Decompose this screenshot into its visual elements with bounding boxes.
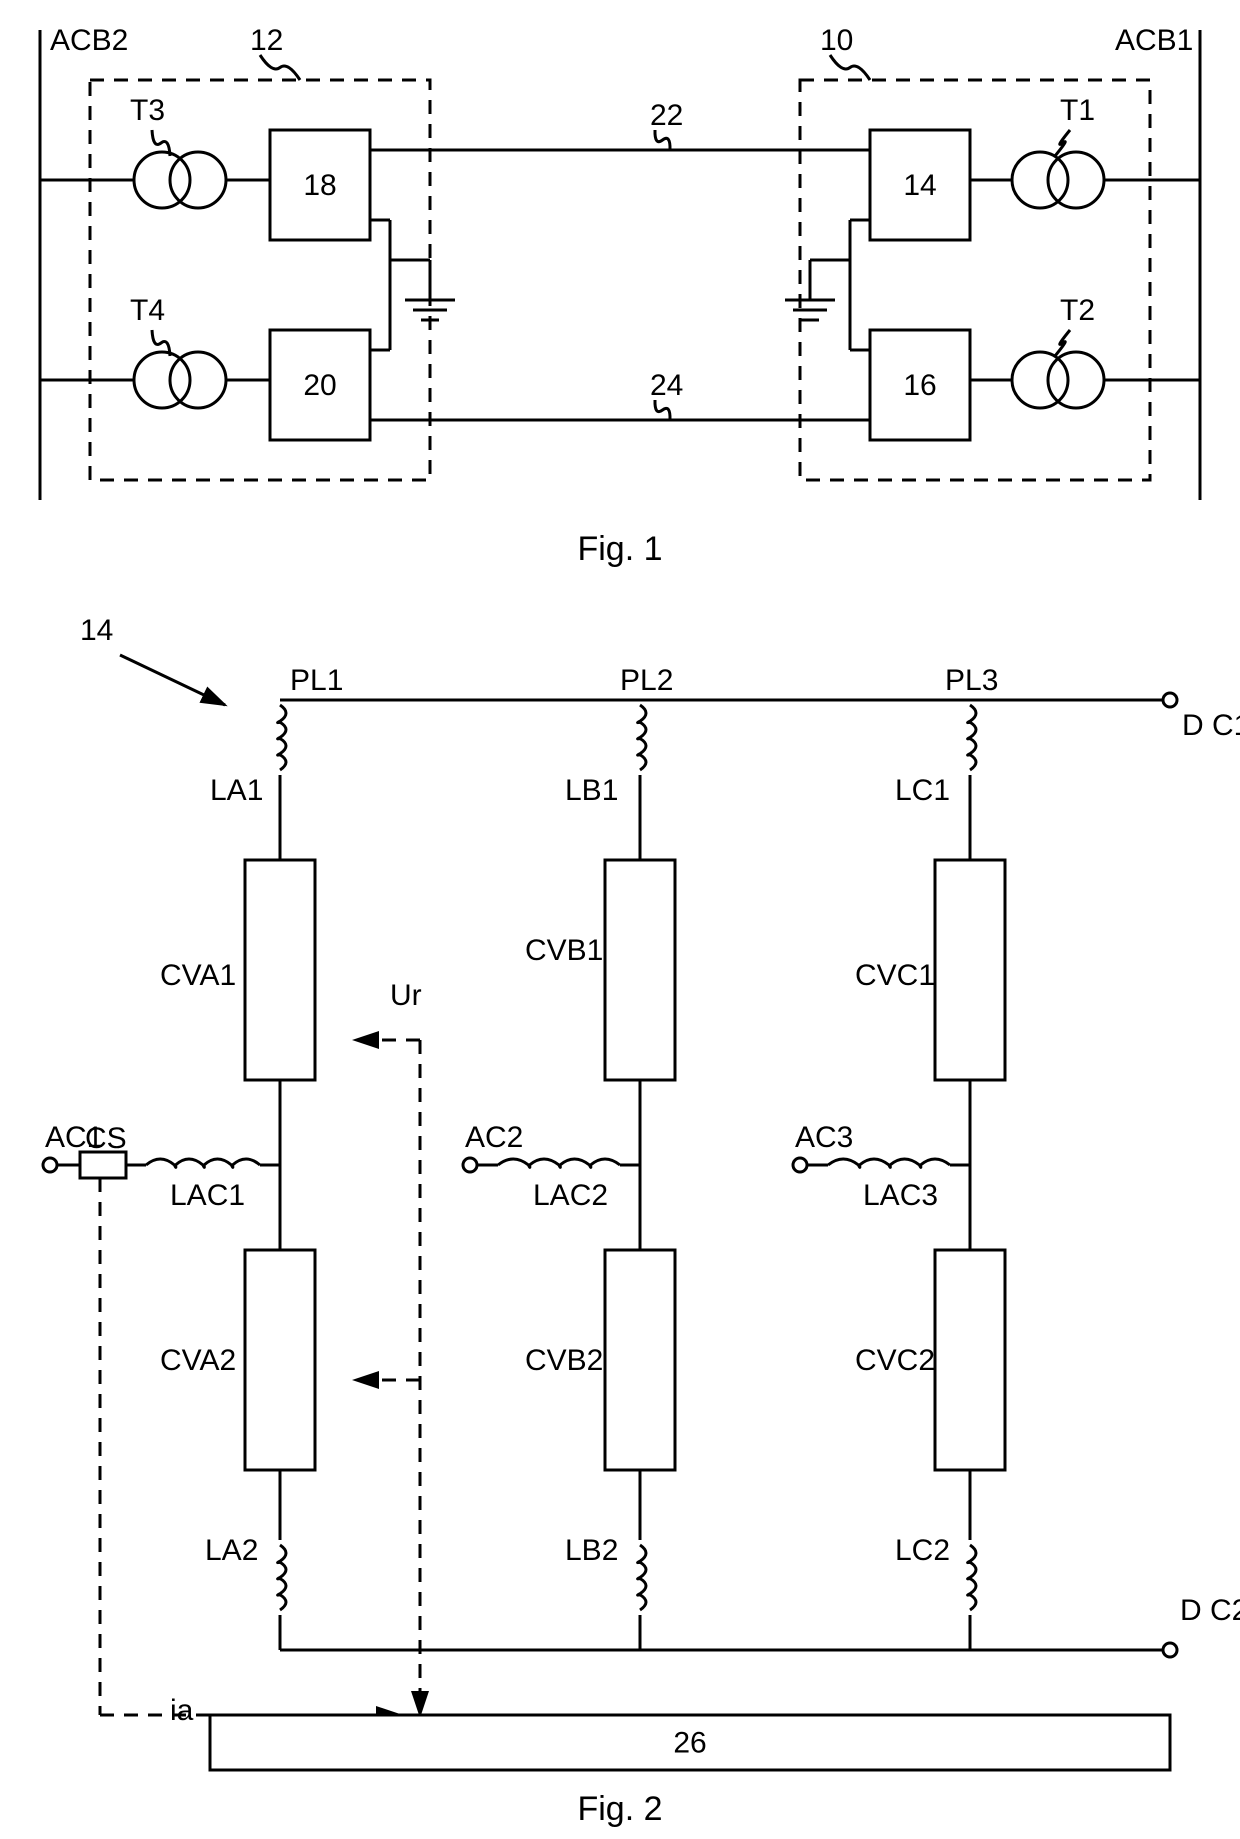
svg-text:LA1: LA1 [210,774,263,807]
svg-text:Ur: Ur [390,979,422,1012]
svg-text:T1: T1 [1060,94,1095,127]
svg-text:CVB2: CVB2 [525,1344,603,1377]
svg-text:LAC2: LAC2 [533,1179,608,1212]
svg-text:20: 20 [303,369,336,402]
svg-text:24: 24 [650,369,683,402]
svg-text:T2: T2 [1060,294,1095,327]
svg-text:22: 22 [650,99,683,132]
svg-text:PL1: PL1 [290,664,343,697]
svg-text:CVC2: CVC2 [855,1344,935,1377]
svg-text:LC2: LC2 [895,1534,950,1567]
svg-text:12: 12 [250,24,283,57]
svg-text:CVA1: CVA1 [160,959,236,992]
svg-text:LC1: LC1 [895,774,950,807]
svg-text:18: 18 [303,169,336,202]
svg-text:LAC3: LAC3 [863,1179,938,1212]
svg-text:D C1: D C1 [1182,709,1240,742]
svg-text:LA2: LA2 [205,1534,258,1567]
svg-text:14: 14 [903,169,936,202]
svg-text:10: 10 [820,24,853,57]
svg-text:T3: T3 [130,94,165,127]
svg-text:D C2: D C2 [1180,1594,1240,1627]
svg-text:LB1: LB1 [565,774,618,807]
svg-text:26: 26 [673,1727,706,1760]
svg-text:LAC1: LAC1 [170,1179,245,1212]
svg-text:AC3: AC3 [795,1121,853,1154]
svg-text:ia: ia [170,1694,194,1727]
svg-text:ACB2: ACB2 [50,24,128,57]
svg-text:Fig. 2: Fig. 2 [577,1790,662,1828]
svg-text:PL2: PL2 [620,664,673,697]
svg-text:CVB1: CVB1 [525,934,603,967]
svg-text:AC2: AC2 [465,1121,523,1154]
svg-text:ACB1: ACB1 [1115,24,1193,57]
svg-text:14: 14 [80,614,113,647]
svg-text:CVC1: CVC1 [855,959,935,992]
svg-text:PL3: PL3 [945,664,998,697]
svg-text:Fig. 1: Fig. 1 [577,530,662,568]
svg-text:T4: T4 [130,294,165,327]
svg-text:16: 16 [903,369,936,402]
svg-text:LB2: LB2 [565,1534,618,1567]
svg-text:CVA2: CVA2 [160,1344,236,1377]
svg-text:CS: CS [85,1122,127,1155]
